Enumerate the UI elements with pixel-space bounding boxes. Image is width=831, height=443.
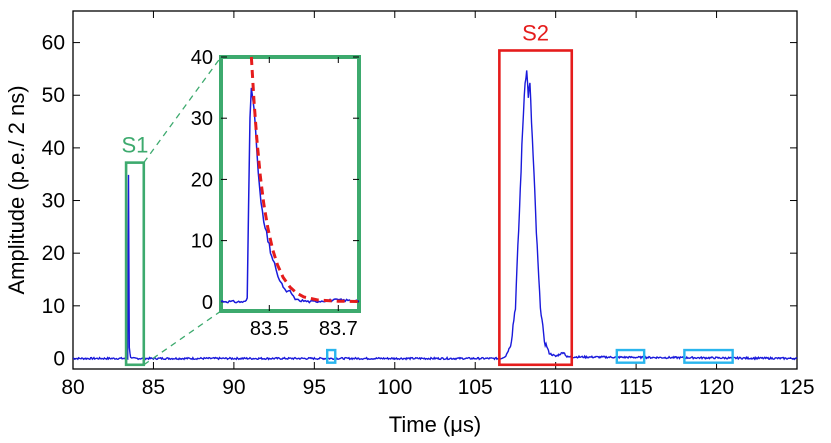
y-tick-label: 0	[53, 347, 65, 370]
x-tick-label: 125	[779, 376, 814, 399]
x-tick-label: 95	[303, 376, 326, 399]
x-tick-label: 85	[142, 376, 165, 399]
region-box	[124, 161, 146, 367]
inset-x-tick-label: 83.5	[250, 318, 289, 340]
inset-x-tick-label: 83.7	[319, 318, 358, 340]
inset-frame	[219, 55, 361, 313]
x-tick-label: 115	[619, 376, 652, 399]
inset-y-tick-label: 40	[191, 47, 213, 69]
y-tick-label: 40	[42, 137, 65, 160]
region-label: S1	[121, 133, 148, 158]
region-box	[498, 49, 574, 367]
region-box	[615, 348, 646, 364]
x-tick-label: 90	[222, 376, 245, 399]
y-axis-label: Amplitude (p.e./ 2 ns)	[4, 85, 29, 294]
x-tick-label: 80	[61, 376, 84, 399]
region-box	[683, 348, 734, 364]
inset-layer: 0 10 20 30 40 83.5 83.7	[143, 47, 361, 366]
x-tick-label: 120	[699, 376, 734, 399]
region-box	[326, 348, 337, 364]
inset-y-tick-label: 0	[202, 292, 213, 314]
y-tick-label: 30	[42, 190, 65, 213]
inset-fit-curve	[249, 56, 360, 304]
inset-y-tick-label: 30	[191, 108, 213, 130]
y-tick-label: 10	[42, 295, 65, 318]
plot-frame	[72, 10, 798, 370]
inset-y-tick-label: 10	[191, 231, 213, 253]
waveform-series-line	[72, 70, 798, 361]
x-tick-label: 110	[539, 376, 572, 399]
x-tick-label: 100	[377, 376, 412, 399]
region-label: S2	[522, 20, 549, 45]
x-tick-label: 105	[458, 376, 493, 399]
inset-waveform-line	[220, 87, 360, 304]
y-tick-label: 50	[42, 84, 65, 107]
y-tick-label: 60	[42, 32, 65, 55]
zoom-connector-bottom	[143, 310, 222, 366]
x-axis-label: Time (μs)	[389, 412, 482, 437]
inset-y-tick-label: 20	[191, 169, 213, 191]
y-tick-label: 20	[42, 242, 65, 265]
main-plot-layer: 80 85 90 95 100 105 110 115 120 1250102030405060S…	[42, 11, 815, 399]
